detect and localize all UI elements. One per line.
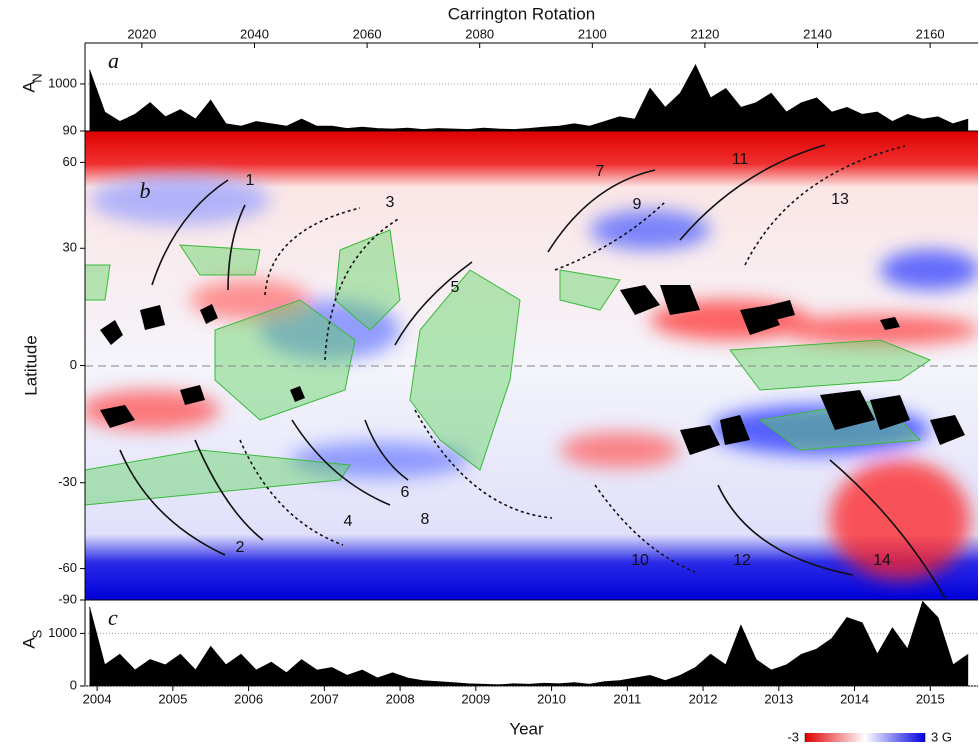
butterfly-background: [85, 131, 978, 600]
arrow-label: 1: [246, 172, 255, 189]
area-line: [89, 600, 969, 686]
y-tick-label: -30: [58, 474, 77, 489]
x-tick-label: 2009: [461, 691, 490, 706]
arrow-label: 10: [631, 552, 649, 569]
x2-tick-label: 2040: [240, 26, 269, 41]
arrow-label: 7: [596, 163, 605, 180]
y-tick-label: -90: [58, 591, 77, 606]
x2-tick-label: 2100: [578, 26, 607, 41]
y-tick-label: 1000: [48, 75, 77, 90]
y-tick-label: 60: [63, 154, 77, 169]
arrow-label: 3: [386, 194, 395, 211]
colorbar: [805, 733, 925, 742]
x-tick-label: 2008: [386, 691, 415, 706]
y-label-sub: N: [29, 73, 44, 82]
area-line: [89, 63, 969, 131]
x-tick-label: 2013: [764, 691, 793, 706]
y-tick-label: 30: [63, 240, 77, 255]
x-tick-label: 2012: [689, 691, 718, 706]
x-tick-label: 2011: [613, 691, 641, 706]
x-label: Year: [509, 719, 544, 738]
x2-tick-label: 2060: [353, 26, 382, 41]
x2-tick-label: 2080: [465, 26, 494, 41]
y-tick-label: 0: [70, 357, 77, 372]
y-tick-label: -60: [58, 560, 77, 575]
x2-tick-label: 2160: [916, 26, 945, 41]
arrow-label: 5: [451, 279, 460, 296]
x2-label: Carrington Rotation: [448, 4, 595, 23]
arrow-label: 12: [733, 552, 751, 569]
arrow-label: 13: [831, 191, 849, 208]
x-tick-label: 2007: [310, 691, 339, 706]
arrow-label: 4: [344, 513, 353, 530]
x-tick-label: 2004: [83, 691, 112, 706]
y-label: Latitude: [21, 335, 40, 396]
colorbar-label: 3 G: [931, 729, 952, 744]
y-label: A: [19, 81, 38, 93]
arrows: [119, 144, 946, 599]
x-tick-label: 2010: [537, 691, 566, 706]
x2-tick-label: 2140: [803, 26, 832, 41]
panel-label: b: [140, 178, 151, 203]
x-tick-label: 2005: [158, 691, 187, 706]
y-label: A: [19, 637, 38, 649]
x2-tick-label: 2120: [690, 26, 719, 41]
x-tick-label: 2015: [916, 691, 945, 706]
arrow-label: 11: [732, 151, 749, 168]
arrow-label: 6: [401, 484, 410, 501]
y-tick-label: 0: [70, 677, 77, 692]
arrow-label: 14: [873, 552, 891, 569]
x-tick-label: 2014: [840, 691, 869, 706]
y-tick-label: 1000: [48, 625, 77, 640]
colorbar-label: -3: [787, 729, 799, 744]
arrow-label: 9: [633, 196, 642, 213]
x2-tick-label: 2020: [127, 26, 156, 41]
area-fill: [89, 601, 969, 686]
x-tick-label: 2006: [234, 691, 263, 706]
panel-label: a: [108, 48, 119, 73]
y-label-sub: S: [29, 629, 44, 638]
arrow-label: 2: [236, 539, 245, 556]
panel-label: c: [108, 605, 118, 630]
y-tick-label: 90: [63, 122, 77, 137]
arrow-label: 8: [421, 511, 430, 528]
area-fill: [89, 65, 969, 131]
